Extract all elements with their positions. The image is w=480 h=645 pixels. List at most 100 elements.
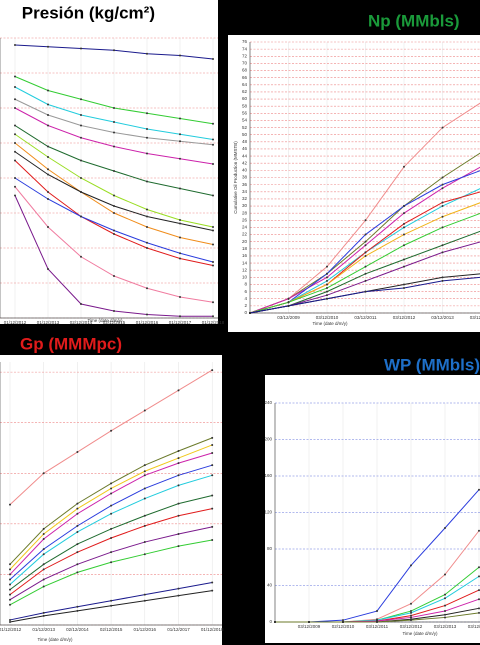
x-tick-label: 01/12/2017 (167, 627, 190, 632)
data-point (14, 142, 16, 144)
y-tick-label: 4 (244, 296, 247, 301)
data-point (76, 524, 79, 527)
y-tick-label: 38 (242, 175, 248, 180)
data-point (143, 593, 146, 596)
x-axis-label: Time (date d/m/y) (312, 321, 348, 326)
y-tick-label: 72 (242, 53, 248, 58)
y-tick-label: 66 (242, 75, 248, 80)
data-point (9, 620, 11, 623)
data-point (212, 243, 214, 246)
data-point (444, 597, 446, 600)
x-tick-label: 03/12/2012 (393, 315, 416, 320)
data-point (42, 578, 45, 581)
data-point (76, 551, 79, 554)
data-point (113, 194, 115, 197)
data-point (364, 265, 367, 268)
data-point (143, 514, 146, 517)
y-tick-label: 10 (242, 275, 248, 280)
y-tick-label: 0 (244, 310, 247, 315)
x-tick-label: 02/12/2015 (103, 320, 126, 325)
data-point (410, 564, 412, 567)
data-point (212, 261, 214, 263)
data-point (211, 539, 214, 542)
data-point (42, 472, 45, 475)
data-point (110, 537, 113, 540)
data-point (47, 45, 49, 48)
data-point (42, 568, 45, 571)
data-point (14, 133, 16, 136)
x-tick-label: 03/12/2011 (366, 624, 389, 629)
data-point (177, 514, 180, 517)
data-point (441, 205, 444, 208)
x-tick-label: 03/12/2014 (470, 315, 480, 320)
data-point (376, 621, 378, 623)
y-tick-label: 44 (242, 153, 248, 158)
data-point (326, 283, 328, 286)
y-tick-label: 50 (242, 132, 248, 137)
data-point (146, 208, 148, 211)
x-tick-label: 01/12/2016 (136, 320, 159, 325)
data-point (287, 297, 290, 300)
data-point (143, 464, 146, 467)
data-point (177, 594, 180, 597)
data-point (364, 290, 367, 293)
data-point (177, 474, 180, 477)
data-point (9, 578, 11, 581)
y-tick-label: 42 (242, 160, 248, 165)
x-tick-label: 01/12/2018 (202, 320, 225, 325)
x-tick-label: 03/12/2009 (277, 315, 300, 320)
data-point (287, 304, 290, 307)
data-point (14, 75, 16, 78)
data-point (444, 613, 446, 616)
data-point (47, 226, 49, 228)
y-tick-label: 76 (242, 39, 248, 44)
data-point (410, 611, 412, 614)
data-point (179, 252, 181, 255)
data-point (403, 212, 405, 215)
y-tick-label: 28 (242, 210, 248, 215)
x-tick-label: 03/12/2014 (468, 624, 480, 629)
data-point (212, 264, 214, 267)
data-point (364, 240, 367, 243)
data-point (76, 609, 79, 612)
data-point (9, 618, 11, 621)
y-tick-label: 32 (242, 196, 248, 201)
data-point (177, 389, 180, 392)
data-point (9, 583, 11, 586)
data-point (113, 145, 115, 148)
data-point (364, 272, 367, 275)
data-point (14, 98, 16, 101)
data-point (410, 619, 412, 622)
data-point (113, 205, 115, 207)
data-point (42, 585, 45, 588)
data-point (212, 58, 214, 60)
data-point (177, 462, 180, 465)
data-point (146, 226, 148, 228)
data-point (14, 185, 16, 188)
data-point (80, 255, 82, 258)
data-point (177, 484, 180, 487)
data-point (403, 233, 405, 236)
x-tick-label: 02/12/2010 (332, 624, 355, 629)
x-tick-label: 03/12/2013 (431, 315, 454, 320)
data-point (177, 450, 180, 453)
data-point (110, 487, 113, 490)
data-point (326, 287, 328, 290)
data-point (211, 581, 214, 584)
data-point (47, 103, 49, 106)
data-point (110, 504, 113, 507)
y-tick-label: 8 (244, 282, 247, 287)
data-point (441, 126, 444, 129)
data-point (179, 54, 181, 57)
data-point (441, 187, 444, 190)
data-point (376, 610, 378, 613)
y-tick-label: 6 (244, 289, 247, 294)
panel (265, 375, 480, 643)
x-tick-label: 01/12/2017 (169, 320, 192, 325)
data-point (212, 315, 214, 318)
data-point (42, 611, 45, 614)
y-tick-label: 18 (242, 246, 248, 251)
data-point (80, 47, 82, 50)
data-point (211, 525, 214, 528)
data-point (146, 52, 148, 55)
